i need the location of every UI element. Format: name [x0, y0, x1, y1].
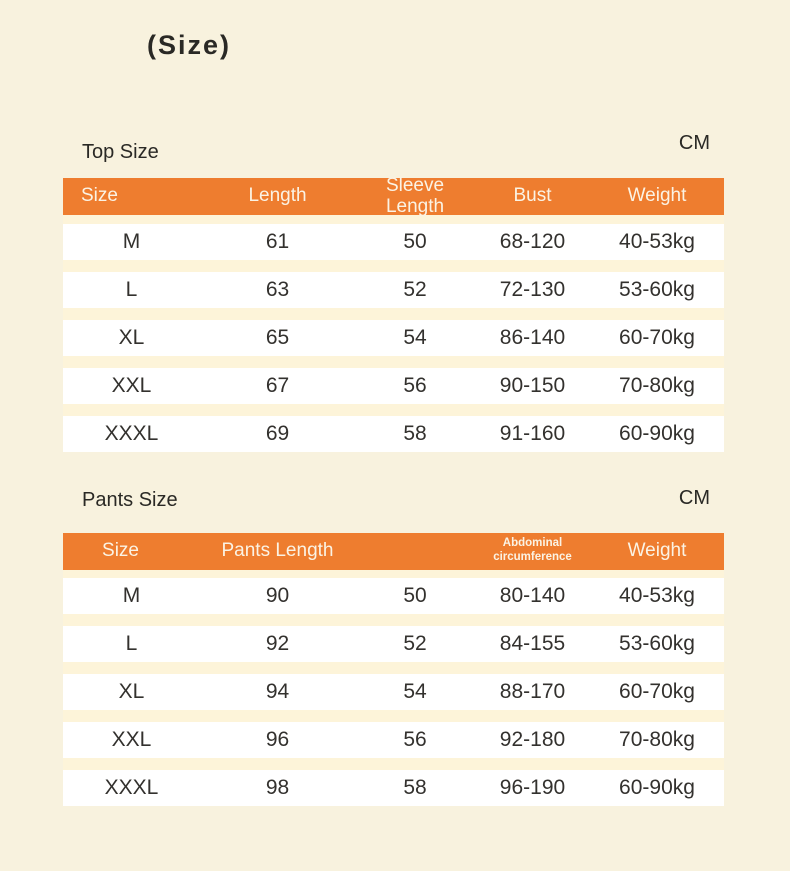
- cell-pants-length: 90: [265, 584, 290, 607]
- table-row: M 90 50 80-140 40-53kg: [63, 578, 724, 614]
- cell-size: M: [122, 584, 141, 607]
- cell-length: 65: [265, 326, 290, 349]
- cell-col3: 54: [403, 680, 427, 703]
- unit-label-cm-top: CM: [678, 132, 710, 154]
- pants-size-table-header: Size Pants Length Abdominal circumferenc…: [63, 533, 724, 570]
- pants-size-table: Size Pants Length Abdominal circumferenc…: [63, 533, 724, 806]
- table-row: M 61 50 68-120 40-53kg: [63, 224, 724, 260]
- header-cell-weight: Weight: [627, 540, 687, 562]
- cell-size: XXXL: [104, 422, 159, 445]
- abdominal-circumference-label: Abdominal circumference: [493, 537, 572, 563]
- header-cell-size: Size: [81, 185, 118, 207]
- cell-weight: 70-80kg: [619, 728, 695, 751]
- cell-abdominal: 92-180: [499, 728, 566, 751]
- pants-size-table-body: M 90 50 80-140 40-53kg L 92 52 84-155 53…: [63, 570, 724, 806]
- cell-weight: 53-60kg: [619, 632, 695, 655]
- cell-pants-length: 96: [265, 728, 290, 751]
- header-cell-pants-length: Pants Length: [221, 540, 334, 562]
- cell-length: 61: [265, 230, 290, 253]
- header-cell-length: Length: [248, 185, 307, 207]
- cell-col3: 56: [403, 728, 427, 751]
- cell-sleeve: 56: [403, 374, 427, 397]
- cell-sleeve: 52: [403, 278, 427, 301]
- top-size-table: Size Length Sleeve Length Bust Weight M …: [63, 174, 724, 452]
- cell-weight: 60-70kg: [619, 326, 695, 349]
- table-row: XL 94 54 88-170 60-70kg: [63, 674, 724, 710]
- cell-length: 69: [265, 422, 290, 445]
- cell-length: 63: [265, 278, 290, 301]
- cell-abdominal: 84-155: [499, 632, 566, 655]
- header-cell-size: Size: [102, 540, 139, 562]
- cell-size: XXXL: [104, 776, 159, 799]
- cell-bust: 86-140: [499, 326, 566, 349]
- cell-size: XXL: [111, 374, 152, 397]
- table-row: XL 65 54 86-140 60-70kg: [63, 320, 724, 356]
- header-cell-weight: Weight: [627, 185, 687, 207]
- cell-pants-length: 98: [265, 776, 290, 799]
- cell-size: XL: [118, 680, 145, 703]
- table-row: XXL 96 56 92-180 70-80kg: [63, 722, 724, 758]
- table-row: L 92 52 84-155 53-60kg: [63, 626, 724, 662]
- section-label-pants-size: Pants Size: [82, 489, 178, 511]
- cell-abdominal: 88-170: [499, 680, 566, 703]
- table-row: XXXL 98 58 96-190 60-90kg: [63, 770, 724, 806]
- cell-col3: 50: [403, 584, 427, 607]
- cell-weight: 60-70kg: [619, 680, 695, 703]
- cell-bust: 72-130: [499, 278, 566, 301]
- cell-pants-length: 94: [265, 680, 290, 703]
- cell-sleeve: 58: [403, 422, 427, 445]
- page-title: (Size): [147, 30, 232, 60]
- cell-weight: 40-53kg: [619, 584, 695, 607]
- header-cell-sleeve-length: Sleeve Length: [385, 174, 445, 217]
- cell-sleeve: 54: [403, 326, 427, 349]
- unit-label-cm-pants: CM: [678, 487, 710, 509]
- cell-size: L: [125, 632, 138, 655]
- cell-size: XL: [118, 326, 145, 349]
- cell-weight: 53-60kg: [619, 278, 695, 301]
- cell-weight: 40-53kg: [619, 230, 695, 253]
- cell-size: L: [125, 278, 138, 301]
- cell-weight: 60-90kg: [619, 776, 695, 799]
- cell-bust: 91-160: [499, 422, 566, 445]
- table-row: XXL 67 56 90-150 70-80kg: [63, 368, 724, 404]
- cell-col3: 52: [403, 632, 427, 655]
- cell-weight: 70-80kg: [619, 374, 695, 397]
- cell-col3: 58: [403, 776, 427, 799]
- cell-bust: 68-120: [499, 230, 566, 253]
- header-cell-bust: Bust: [513, 185, 552, 207]
- table-row: XXXL 69 58 91-160 60-90kg: [63, 416, 724, 452]
- top-size-table-header: Size Length Sleeve Length Bust Weight: [63, 174, 724, 217]
- cell-bust: 90-150: [499, 374, 566, 397]
- cell-weight: 60-90kg: [619, 422, 695, 445]
- cell-sleeve: 50: [403, 230, 427, 253]
- cell-size: M: [122, 230, 141, 253]
- cell-abdominal: 80-140: [499, 584, 566, 607]
- cell-size: XXL: [111, 728, 152, 751]
- cell-pants-length: 92: [265, 632, 290, 655]
- table-row: L 63 52 72-130 53-60kg: [63, 272, 724, 308]
- cell-abdominal: 96-190: [499, 776, 566, 799]
- header-cell-abdominal-circumference: Abdominal circumference: [475, 537, 590, 566]
- section-label-top-size: Top Size: [82, 141, 159, 163]
- top-size-table-body: M 61 50 68-120 40-53kg L 63 52 72-130 53…: [63, 215, 724, 452]
- cell-length: 67: [265, 374, 290, 397]
